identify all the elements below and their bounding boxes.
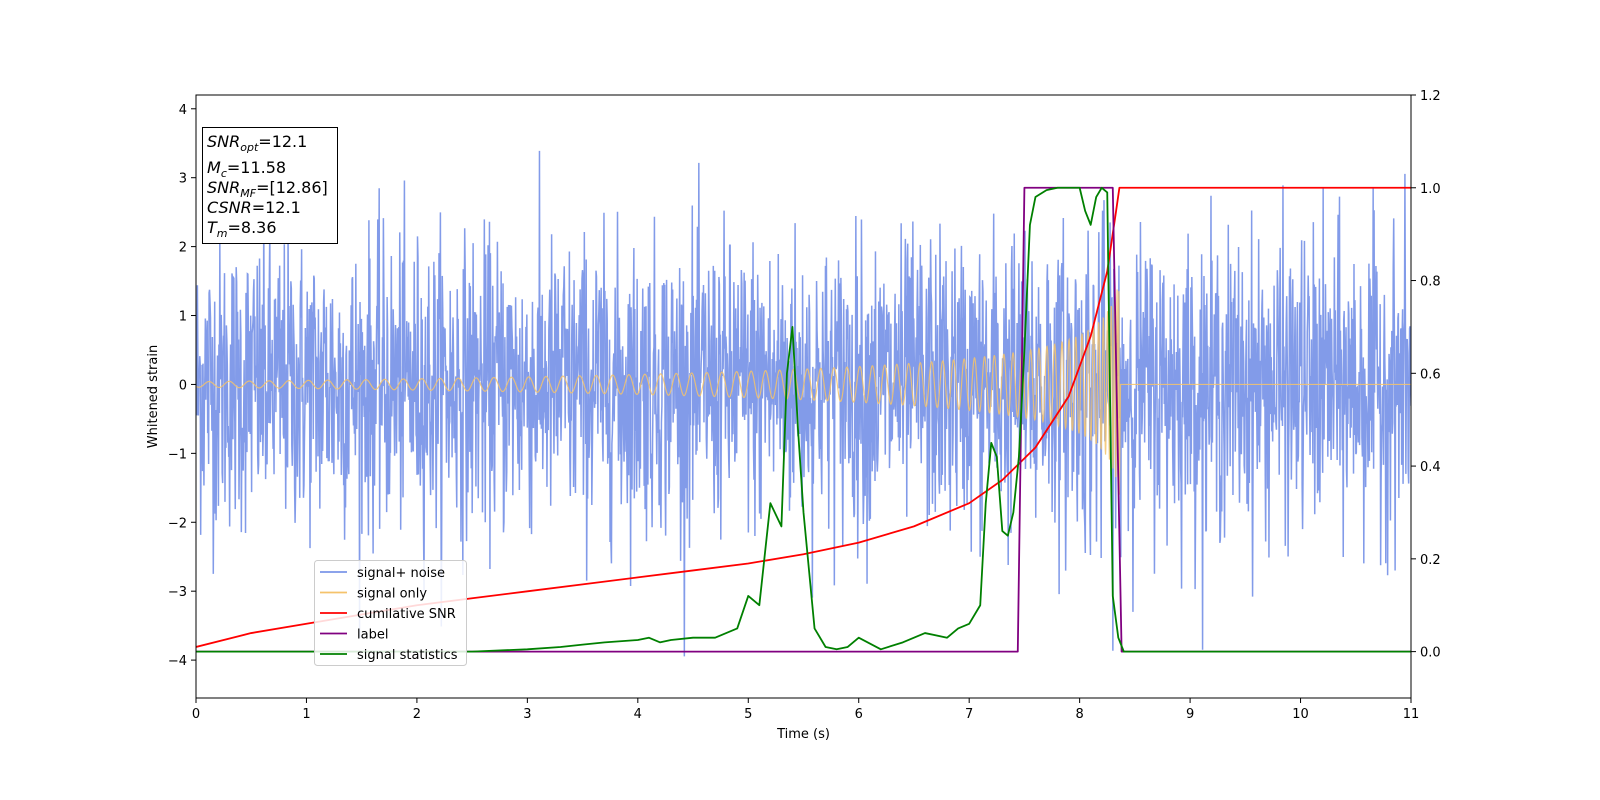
x-axis-label: Time (s) bbox=[776, 727, 830, 742]
y-axis-label: Whitened strain bbox=[146, 345, 161, 448]
series-signal-only bbox=[196, 289, 1411, 495]
y-right-tick-label: 0.4 bbox=[1420, 460, 1441, 475]
x-tick-label: 7 bbox=[965, 707, 973, 722]
annotation-line: SNRMF=[12.86] bbox=[207, 178, 328, 200]
legend-entry: label bbox=[357, 628, 388, 643]
y-right-tick-label: 0.0 bbox=[1420, 646, 1441, 661]
legend-entry: cumilative SNR bbox=[357, 607, 456, 622]
x-tick-label: 9 bbox=[1186, 707, 1194, 722]
x-tick-label: 3 bbox=[523, 707, 531, 722]
annotation-line: Mc=11.58 bbox=[207, 158, 286, 180]
legend-entry: signal+ noise bbox=[357, 566, 445, 581]
legend: signal+ noise signal only cumilative SNR la… bbox=[314, 560, 467, 666]
x-tick-label: 4 bbox=[634, 707, 642, 722]
x-tick-label: 10 bbox=[1292, 707, 1309, 722]
legend-entry: signal only bbox=[357, 587, 427, 602]
series-signal-noise bbox=[196, 150, 1411, 657]
x-tick-label: 8 bbox=[1075, 707, 1083, 722]
x-tick-label: 11 bbox=[1403, 707, 1420, 722]
annotation-line: CSNR=12.1 bbox=[207, 198, 301, 217]
legend-entry: signal statistics bbox=[357, 648, 458, 663]
plot-frame bbox=[195, 94, 1412, 699]
y-left-tick-label: 3 bbox=[179, 172, 187, 187]
y-left-tick-label: −3 bbox=[168, 585, 187, 600]
annotation-line: Tm=8.36 bbox=[207, 218, 277, 240]
y-right-tick-label: 0.8 bbox=[1420, 275, 1441, 290]
y-left-tick-label: −2 bbox=[168, 516, 187, 531]
x-tick-label: 0 bbox=[192, 707, 200, 722]
series-signal-statistics bbox=[196, 186, 1411, 653]
y-left-tick-label: 1 bbox=[179, 310, 187, 325]
axes: 0 1 2 3 4 5 6 7 8 9 10 11 −4 −3 −2 −1 0 1 2 3 4 0.0 0.2 0.4 0.6 0… bbox=[146, 89, 1441, 742]
legend-frame bbox=[314, 560, 467, 666]
y-left-tick-label: −1 bbox=[168, 447, 187, 462]
x-tick-label: 5 bbox=[744, 707, 752, 722]
x-tick-label: 2 bbox=[413, 707, 421, 722]
x-tick-label: 1 bbox=[302, 707, 310, 722]
y-left-tick-label: 0 bbox=[179, 378, 187, 393]
y-left-tick-label: 2 bbox=[179, 241, 187, 256]
annotation-box: SNRopt=12.1 Mc=11.58SNRMF=[12.86]CSNR=12.… bbox=[202, 127, 338, 244]
annotation-frame bbox=[202, 127, 338, 244]
y-right-tick-label: 1.2 bbox=[1420, 89, 1441, 104]
y-right-tick-label: 0.2 bbox=[1420, 553, 1441, 568]
x-tick-label: 6 bbox=[855, 707, 863, 722]
annotation-line: SNRopt=12.1 bbox=[207, 132, 307, 154]
y-left-tick-label: 4 bbox=[179, 103, 187, 118]
y-left-tick-label: −4 bbox=[168, 654, 187, 669]
y-right-tick-label: 0.6 bbox=[1420, 367, 1441, 382]
y-right-tick-label: 1.0 bbox=[1420, 182, 1441, 197]
